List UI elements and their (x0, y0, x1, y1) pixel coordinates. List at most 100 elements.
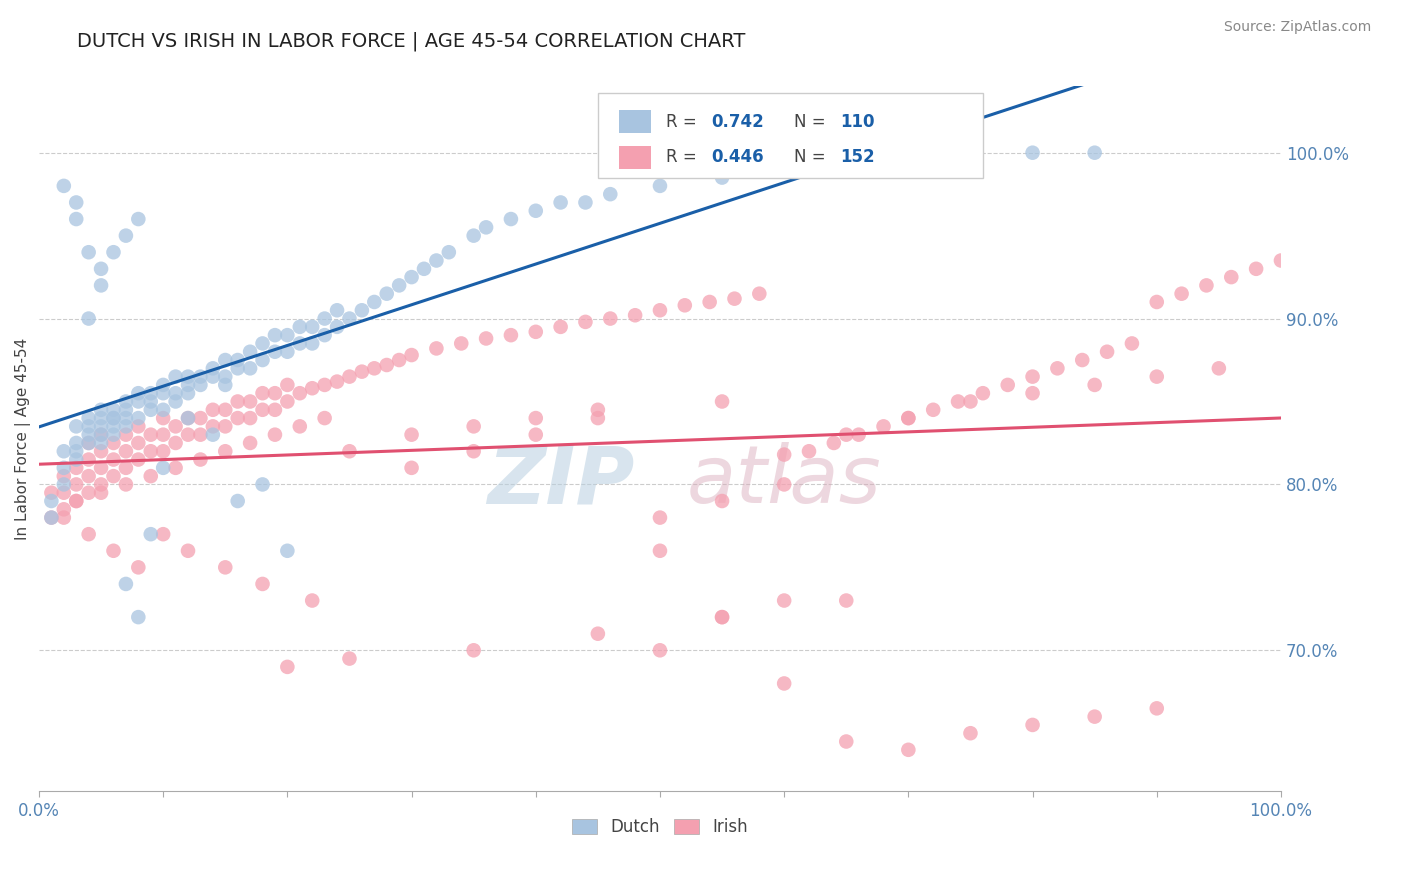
Text: Source: ZipAtlas.com: Source: ZipAtlas.com (1223, 20, 1371, 34)
Point (52, 477, 75, 491)
Point (388, 278, 411, 293)
Point (288, 386, 311, 401)
Bar (619, 111, 651, 133)
Point (41, 510, 63, 524)
Point (823, 436, 845, 450)
Point (65, 460, 87, 475)
Point (599, 311, 621, 326)
Point (77, 452, 100, 467)
Point (264, 386, 287, 401)
Point (52, 460, 75, 475)
Point (1021, 145, 1043, 160)
Text: ZIP: ZIP (486, 442, 634, 520)
Point (524, 427, 547, 442)
Bar (619, 146, 651, 169)
Point (897, 149, 920, 163)
Point (214, 353, 236, 368)
Point (52, 510, 75, 524)
Point (773, 162, 796, 177)
Point (139, 386, 162, 401)
Point (177, 427, 200, 442)
Point (115, 419, 138, 434)
Point (127, 419, 149, 434)
Point (264, 344, 287, 359)
Point (1170, 286, 1192, 301)
Point (301, 381, 323, 395)
Point (1095, 344, 1118, 359)
Point (550, 195, 572, 210)
Point (350, 365, 373, 379)
Point (301, 319, 323, 334)
Point (90, 427, 112, 442)
Point (90, 485, 112, 500)
Text: 152: 152 (839, 148, 875, 167)
Point (239, 411, 262, 425)
Point (288, 419, 311, 434)
Y-axis label: In Labor Force | Age 45-54: In Labor Force | Age 45-54 (15, 338, 31, 540)
Point (165, 369, 187, 384)
Point (264, 402, 287, 417)
Point (201, 419, 224, 434)
Point (127, 452, 149, 467)
Point (90, 419, 112, 434)
Point (239, 394, 262, 409)
Point (115, 228, 138, 243)
Point (115, 411, 138, 425)
Point (115, 427, 138, 442)
Point (52, 485, 75, 500)
Point (1021, 386, 1043, 401)
Text: DUTCH VS IRISH IN LABOR FORCE | AGE 45-54 CORRELATION CHART: DUTCH VS IRISH IN LABOR FORCE | AGE 45-5… (77, 31, 745, 51)
Point (648, 543, 671, 558)
Point (252, 336, 274, 351)
Point (723, 292, 745, 306)
Point (1021, 369, 1043, 384)
Point (214, 402, 236, 417)
Point (586, 626, 609, 640)
Point (177, 543, 200, 558)
Point (648, 510, 671, 524)
Point (1146, 701, 1168, 715)
Point (388, 353, 411, 368)
Text: atlas: atlas (686, 442, 882, 520)
Point (524, 203, 547, 218)
Point (127, 610, 149, 624)
Point (1071, 353, 1094, 368)
Point (103, 411, 125, 425)
Point (77, 427, 100, 442)
Point (835, 427, 858, 442)
Point (463, 643, 485, 657)
Point (103, 543, 125, 558)
Point (624, 308, 647, 322)
Point (252, 386, 274, 401)
Point (65, 477, 87, 491)
Point (152, 444, 174, 458)
Point (65, 444, 87, 458)
Point (1208, 361, 1230, 376)
Point (586, 402, 609, 417)
Point (239, 361, 262, 376)
Point (252, 577, 274, 591)
Point (475, 220, 498, 235)
Point (226, 494, 249, 508)
Point (797, 444, 820, 458)
Point (463, 228, 485, 243)
Point (1220, 270, 1243, 285)
Point (586, 411, 609, 425)
Point (90, 278, 112, 293)
Point (1121, 336, 1143, 351)
Point (339, 444, 361, 458)
Point (139, 469, 162, 483)
Point (463, 419, 485, 434)
FancyBboxPatch shape (598, 94, 983, 178)
Point (314, 411, 336, 425)
Point (52, 444, 75, 458)
Point (363, 295, 385, 310)
Point (1046, 361, 1069, 376)
Point (77, 485, 100, 500)
Point (165, 394, 187, 409)
Point (897, 411, 920, 425)
Point (177, 411, 200, 425)
Point (848, 427, 870, 442)
Point (52, 178, 75, 193)
Point (115, 460, 138, 475)
